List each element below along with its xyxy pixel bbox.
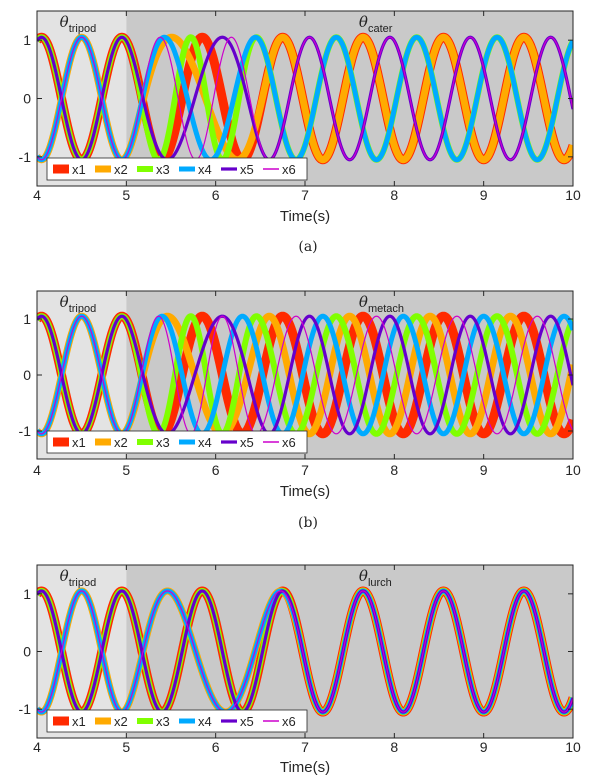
x-tick-label: 5	[122, 739, 130, 755]
y-tick-label: 0	[23, 367, 31, 383]
x-tick-label: 7	[301, 739, 309, 755]
x-tick-label: 6	[212, 187, 220, 203]
legend: x1 x2 x3 x4 x5 x6	[46, 709, 308, 733]
x-tick-label: 9	[480, 187, 488, 203]
x-tick-label: 4	[33, 739, 41, 755]
region-label-cater: θcater	[359, 13, 393, 35]
x-tick-label: 5	[122, 462, 130, 478]
x-axis-label: Time(s)	[280, 483, 330, 500]
legend-label-x3: x3	[156, 714, 170, 729]
x-tick-label: 4	[33, 187, 41, 203]
x-axis-label: Time(s)	[280, 759, 330, 776]
y-tick-label: -1	[19, 423, 32, 439]
x-tick-label: 6	[212, 739, 220, 755]
x-tick-label: 4	[33, 462, 41, 478]
y-tick-label: 0	[23, 91, 31, 107]
legend: x1 x2 x3 x4 x5 x6	[46, 430, 308, 454]
series-lines	[37, 586, 573, 717]
x-tick-label: 7	[301, 462, 309, 478]
y-tick-label: 0	[23, 644, 31, 660]
legend-label-x6: x6	[282, 714, 296, 729]
legend-label-x1: x1	[72, 714, 86, 729]
legend-label-x6: x6	[282, 162, 296, 177]
series-line-x6	[37, 590, 573, 713]
x-tick-label: 7	[301, 187, 309, 203]
legend-label-x2: x2	[114, 714, 128, 729]
series-lines	[37, 311, 573, 439]
legend-label-x3: x3	[156, 435, 170, 450]
x-tick-label: 5	[122, 187, 130, 203]
chart-panel-3: θtripod θlurch 4 5 6 7 8 9 10 -1 0 1 Time(s) x1 x2 x3 x4…	[19, 564, 581, 776]
panel-caption: (a)	[298, 239, 317, 255]
y-tick-label: -1	[19, 701, 32, 717]
x-tick-label: 8	[390, 739, 398, 755]
legend-label-x2: x2	[114, 162, 128, 177]
region-label-tripod: θtripod	[60, 567, 97, 589]
series-lines	[37, 32, 573, 165]
x-tick-label: 8	[390, 462, 398, 478]
region-label-tripod: θtripod	[60, 13, 97, 35]
legend-label-x5: x5	[240, 162, 254, 177]
y-tick-label: 1	[23, 586, 31, 602]
y-tick-label: 1	[23, 311, 31, 327]
x-tick-label: 9	[480, 739, 488, 755]
legend-label-x1: x1	[72, 162, 86, 177]
legend-box	[46, 430, 308, 454]
legend-label-x6: x6	[282, 435, 296, 450]
x-tick-label: 10	[565, 739, 581, 755]
x-tick-label: 10	[565, 187, 581, 203]
legend-label-x1: x1	[72, 435, 86, 450]
region-label-metach: θmetach	[359, 293, 404, 315]
series-line-x5	[37, 314, 573, 436]
x-tick-label: 6	[212, 462, 220, 478]
series-line-x6	[37, 315, 573, 435]
legend-label-x4: x4	[198, 435, 212, 450]
legend-label-x2: x2	[114, 435, 128, 450]
legend: x1 x2 x3 x4 x5 x6	[46, 157, 308, 181]
chart-panel-2: θtripod θmetach 4 5 6 7 8 9 10 -1 0 1 Time(s) (b) x1 x2…	[19, 290, 581, 531]
legend-box	[46, 157, 308, 181]
legend-label-x4: x4	[198, 714, 212, 729]
legend-label-x5: x5	[240, 714, 254, 729]
region-label-tripod: θtripod	[60, 293, 97, 315]
panel-caption: (b)	[298, 515, 318, 531]
x-tick-label: 9	[480, 462, 488, 478]
y-tick-label: -1	[19, 149, 32, 165]
legend-label-x3: x3	[156, 162, 170, 177]
series-line-x6	[37, 36, 573, 161]
legend-label-x4: x4	[198, 162, 212, 177]
x-axis-label: Time(s)	[280, 208, 330, 225]
legend-box	[46, 709, 308, 733]
region-label-lurch: θlurch	[359, 567, 392, 589]
y-tick-label: 1	[23, 32, 31, 48]
legend-label-x5: x5	[240, 435, 254, 450]
x-tick-label: 10	[565, 462, 581, 478]
x-tick-label: 8	[390, 187, 398, 203]
